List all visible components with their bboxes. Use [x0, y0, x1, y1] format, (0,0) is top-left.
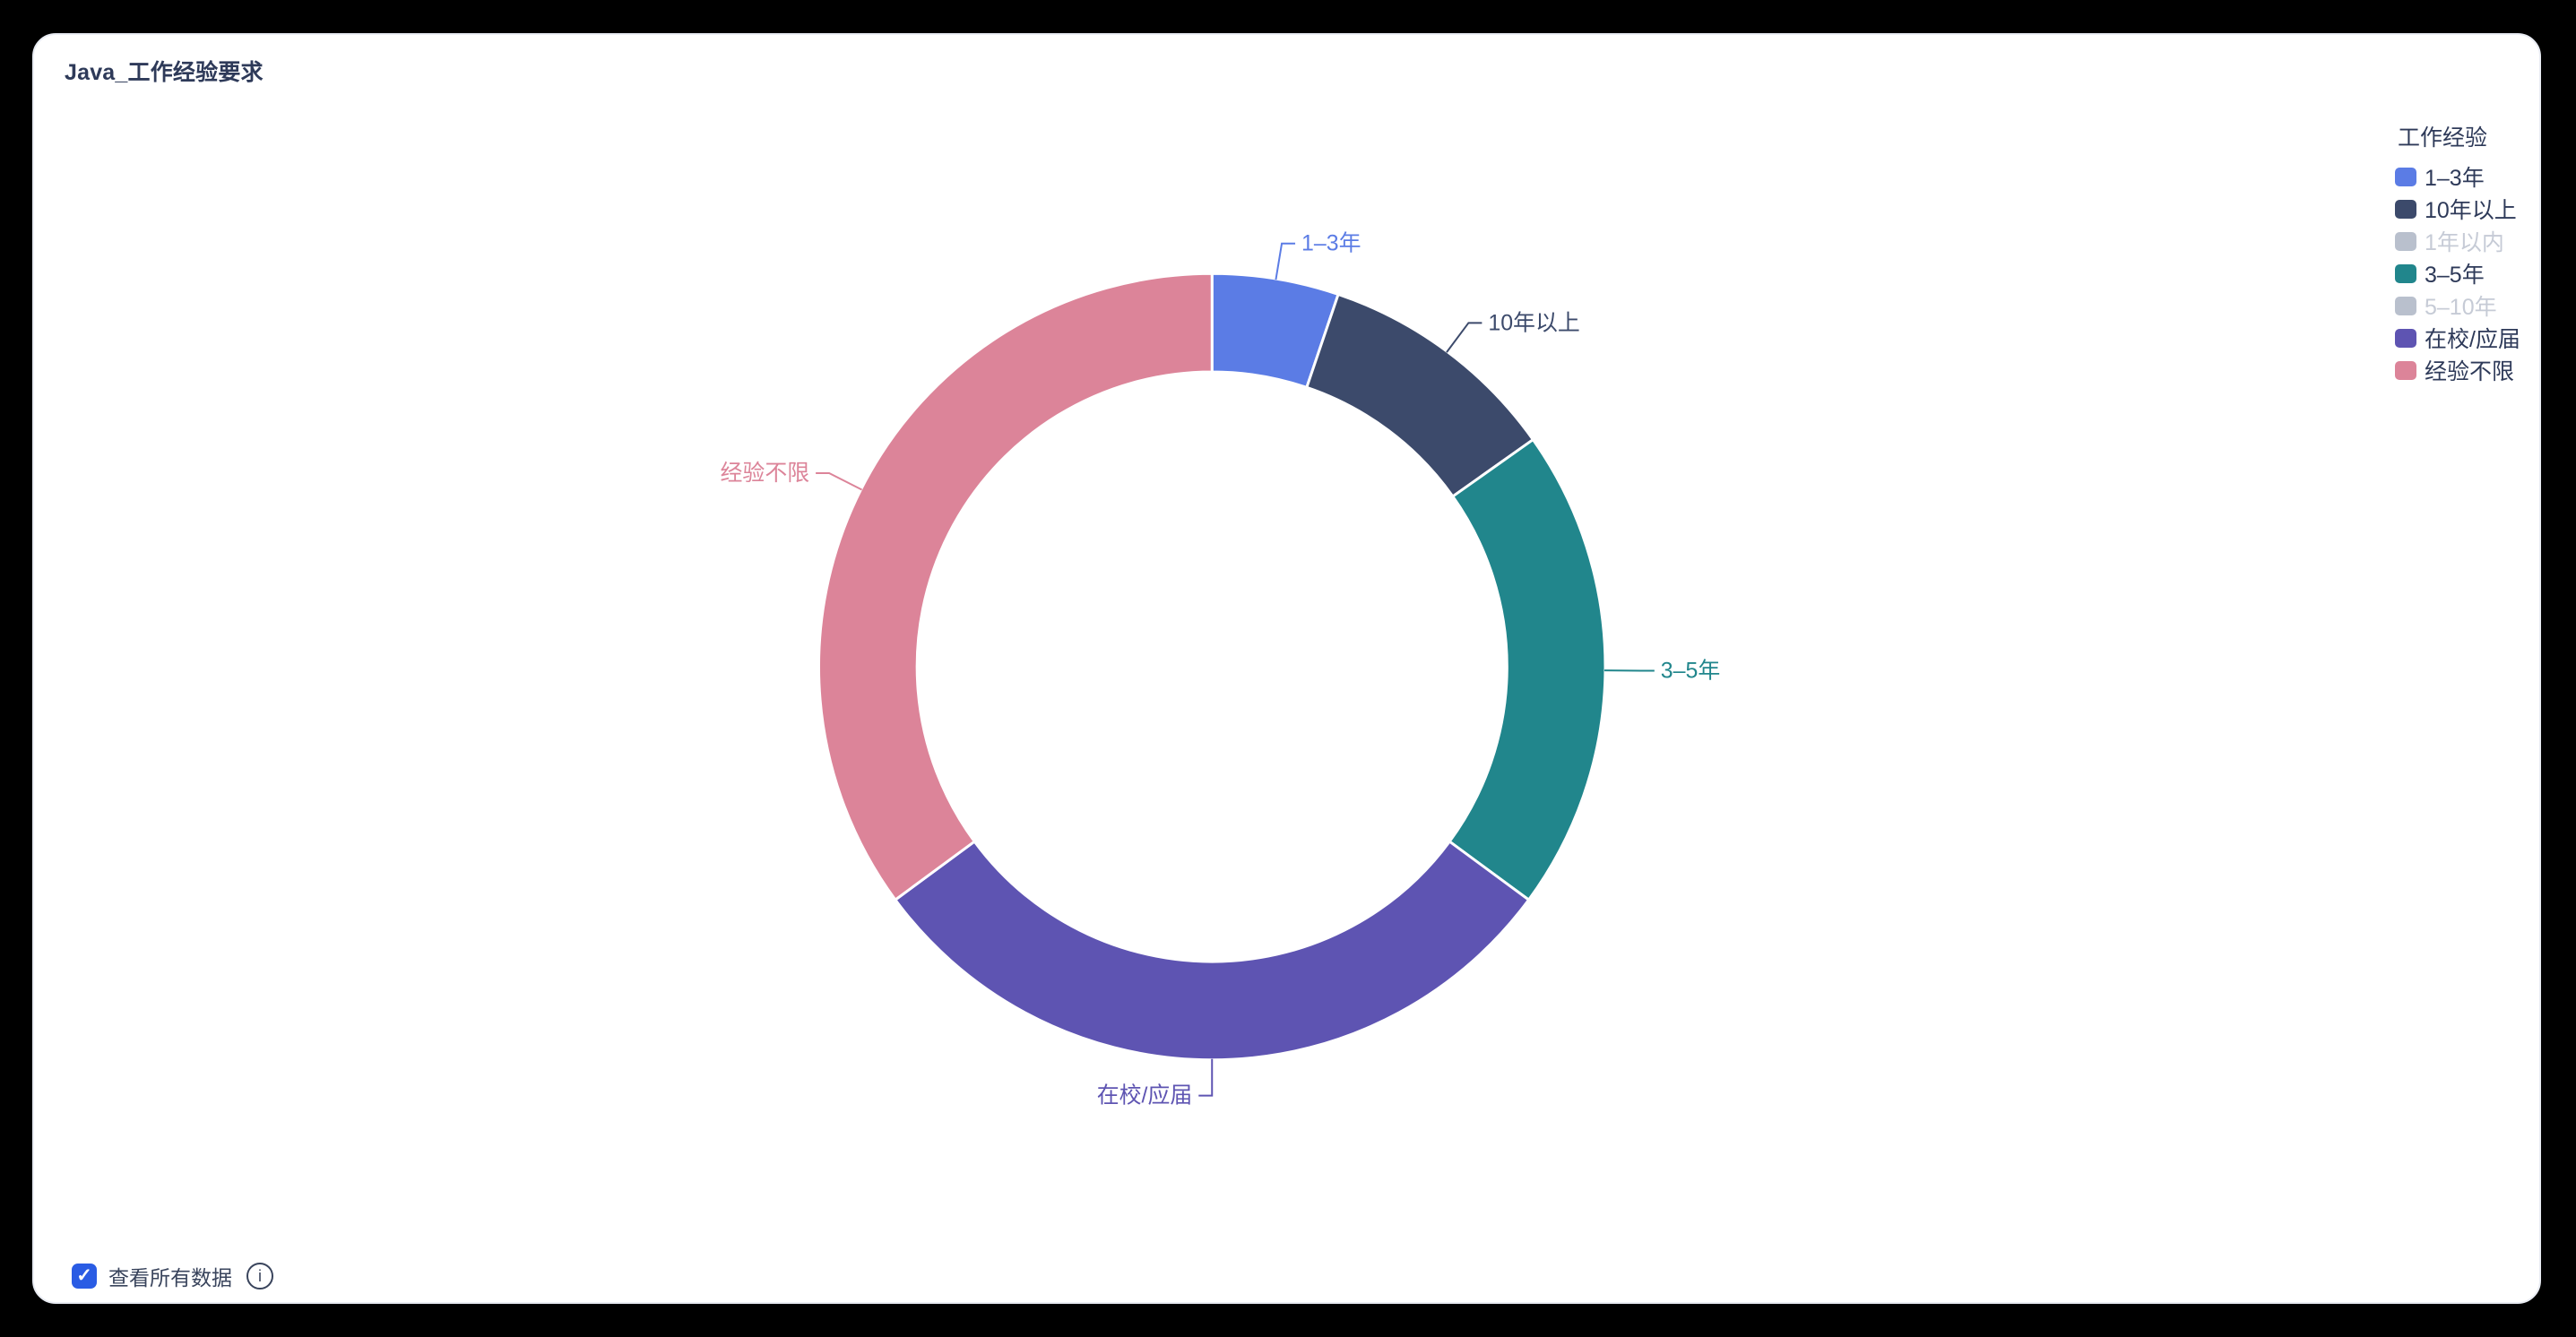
legend-item-3[interactable]: 3–5年 — [2395, 257, 2520, 289]
chart-card: Java_工作经验要求 1–3年 10年以上 3–5年 在校/应届 经验不限 工作经验 … — [32, 33, 2541, 1304]
slice-label-2: 3–5年 — [1661, 659, 1720, 684]
slice-label-3: 在校/应届 — [1097, 1083, 1193, 1108]
legend-item-6[interactable]: 经验不限 — [2395, 354, 2520, 386]
legend-item-label: 1年以内 — [2425, 230, 2504, 255]
legend-swatch — [2395, 167, 2416, 186]
legend-swatch — [2395, 296, 2416, 315]
legend-swatch — [2395, 328, 2416, 348]
checkmark-icon: ✓ — [76, 1264, 92, 1286]
legend-swatch — [2395, 263, 2416, 283]
info-icon[interactable]: i — [246, 1263, 273, 1290]
view-all-data-checkbox[interactable]: ✓ — [72, 1264, 97, 1289]
legend-swatch — [2395, 199, 2416, 219]
slice-label-0: 1–3年 — [1301, 231, 1361, 256]
pie-slice-2[interactable] — [1448, 438, 1607, 901]
legend-title: 工作经验 — [2398, 125, 2488, 151]
view-all-data-label: 查看所有数据 — [108, 1266, 232, 1290]
chart-title: Java_工作经验要求 — [65, 60, 264, 85]
legend: 工作经验 1–3年 10年以上 1年以内 3–5年 5–10年在校/应届经验不限 — [2395, 120, 2520, 386]
legend-item-1[interactable]: 10年以上 — [2395, 193, 2520, 225]
legend-item-label: 5–10年 — [2425, 295, 2497, 320]
legend-item-label: 在校/应届 — [2425, 327, 2520, 352]
legend-item-4[interactable]: 5–10年 — [2395, 289, 2520, 322]
legend-item-2[interactable]: 1年以内 — [2395, 225, 2520, 257]
label-line-1 — [1446, 322, 1482, 353]
legend-items: 1–3年 10年以上 1年以内 3–5年 5–10年在校/应届经验不限 — [2395, 160, 2520, 386]
label-line-0 — [1275, 242, 1296, 280]
footer-controls: ✓ 查看所有数据 i — [72, 1261, 273, 1291]
legend-item-label: 3–5年 — [2425, 263, 2485, 288]
pie-slice-4[interactable] — [817, 272, 1214, 901]
pie-slice-3[interactable] — [894, 840, 1531, 1062]
legend-item-label: 经验不限 — [2425, 359, 2515, 384]
slice-label-4: 经验不限 — [721, 461, 810, 486]
legend-item-label: 1–3年 — [2425, 166, 2485, 191]
legend-item-5[interactable]: 在校/应届 — [2395, 322, 2520, 354]
legend-item-label: 10年以上 — [2425, 198, 2517, 223]
label-line-4 — [816, 472, 863, 491]
legend-item-0[interactable]: 1–3年 — [2395, 160, 2520, 193]
slice-label-1: 10年以上 — [1488, 310, 1579, 335]
legend-swatch — [2395, 360, 2416, 380]
label-line-3 — [1198, 1058, 1214, 1097]
legend-swatch — [2395, 231, 2416, 251]
